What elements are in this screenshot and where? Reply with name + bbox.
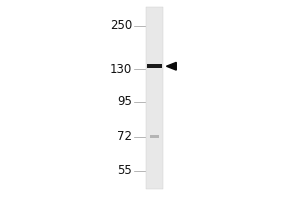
Polygon shape <box>167 62 176 70</box>
Bar <box>147 64 162 68</box>
Bar <box>150 135 159 138</box>
Text: 72: 72 <box>117 130 132 143</box>
Text: 95: 95 <box>117 95 132 108</box>
Text: 250: 250 <box>110 19 132 32</box>
Bar <box>146 7 163 189</box>
Text: 130: 130 <box>110 63 132 76</box>
Text: 55: 55 <box>117 164 132 177</box>
